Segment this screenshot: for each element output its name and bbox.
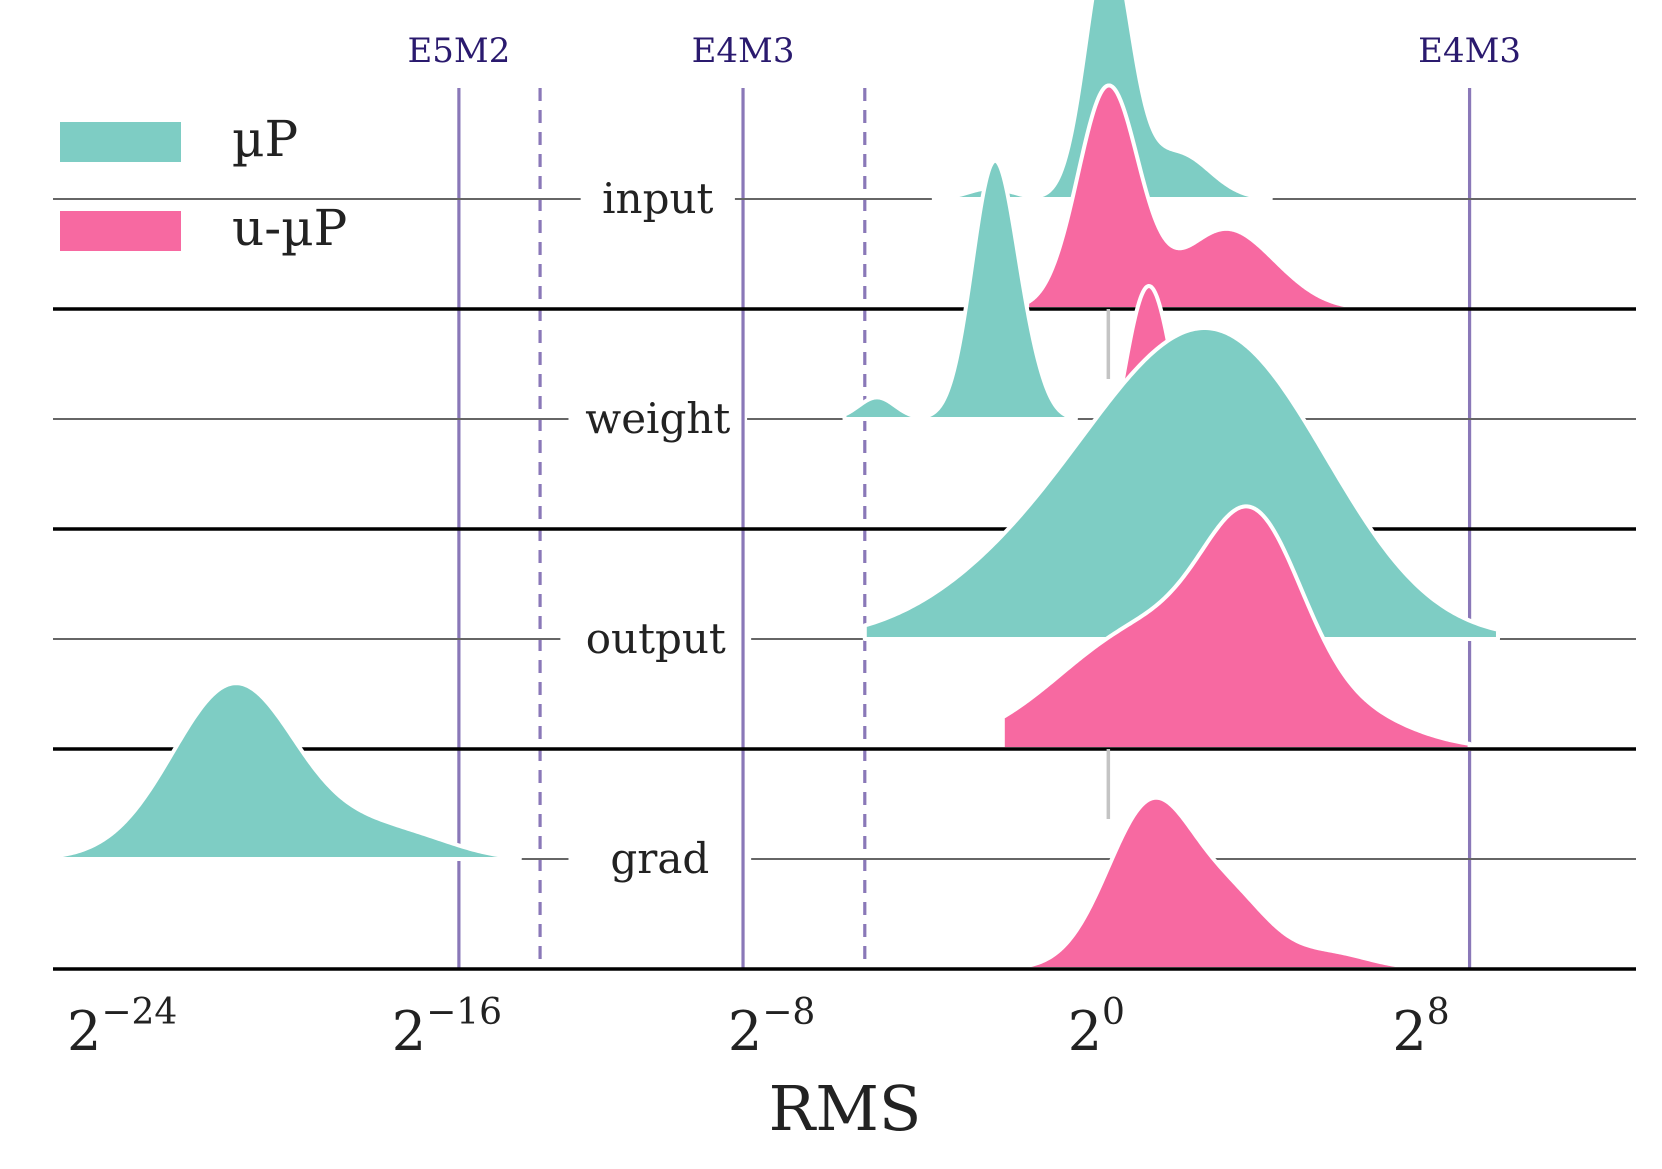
format-label-e4m3: E4M3: [692, 31, 795, 71]
density-weight-mup: [842, 158, 1078, 421]
format-label-e4m3: E4M3: [1418, 31, 1521, 71]
rows-layer: [51, 0, 1636, 971]
legend-label-1: u-µP: [232, 199, 347, 257]
legend-label-0: µP: [232, 110, 298, 168]
density-grad-mup: [51, 681, 522, 861]
row-input: [53, 0, 1636, 311]
x-tick-label-0: 2−24: [67, 992, 177, 1063]
row-label-weight: weight: [585, 394, 730, 443]
legend-swatch-1: [60, 211, 181, 251]
legend-swatch-0: [60, 122, 181, 162]
density-output-mup: [862, 326, 1500, 641]
legend: µP u-µP: [60, 110, 347, 257]
text-layer: E5M2 E4M3 E4M3 input weight output grad: [407, 31, 1521, 883]
x-tick-label-4: 28: [1392, 992, 1449, 1063]
x-tick-label-2: 2−8: [728, 992, 815, 1063]
density-input-umup: [1025, 83, 1354, 311]
x-tick-label-3: 20: [1068, 992, 1125, 1063]
density-output-umup: [1000, 504, 1472, 751]
x-tick-label-1: 2−16: [392, 992, 502, 1063]
row-label-input: input: [602, 174, 713, 223]
density-grad-umup: [1012, 795, 1427, 971]
row-grad: [51, 681, 1636, 971]
row-label-grad: grad: [610, 834, 709, 883]
row-label-output: output: [586, 614, 726, 663]
row-output: [53, 326, 1636, 751]
x-axis-title: RMS: [769, 1072, 922, 1145]
x-axis: 2−24 2−16 2−8 20 28 RMS: [67, 992, 1450, 1145]
format-label-e5m2: E5M2: [407, 31, 510, 71]
